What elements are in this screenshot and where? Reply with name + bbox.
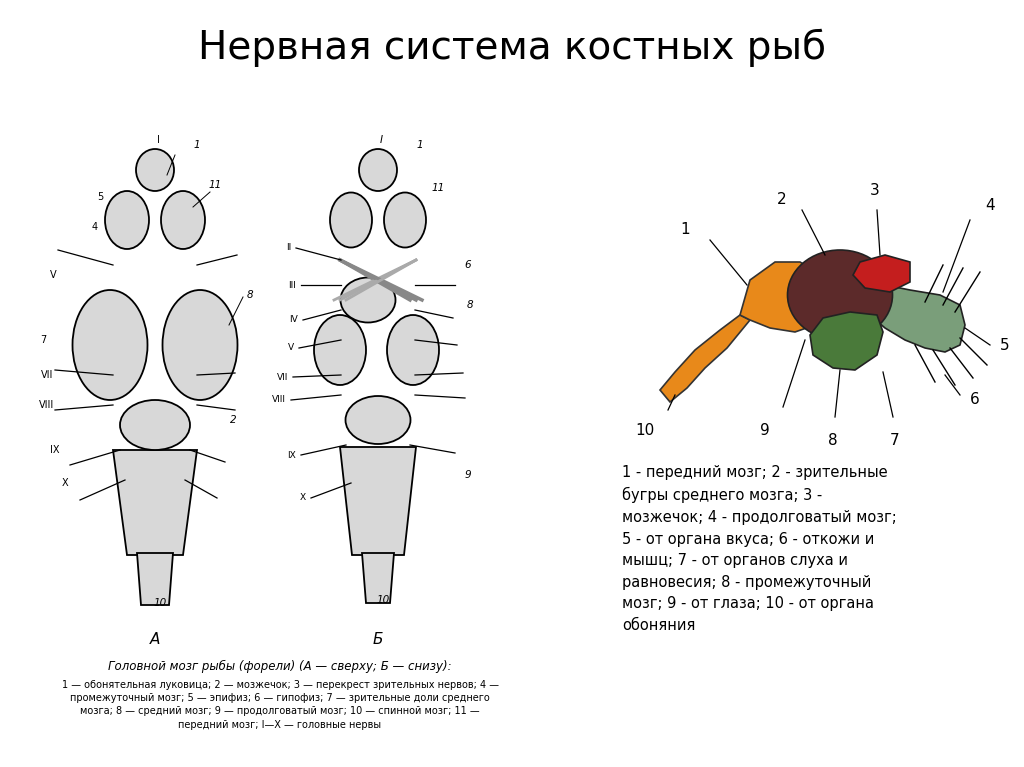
Ellipse shape	[314, 315, 366, 385]
Text: X: X	[300, 493, 306, 502]
Text: V: V	[50, 270, 56, 280]
Text: Б: Б	[373, 633, 383, 647]
Ellipse shape	[105, 191, 150, 249]
Text: 7: 7	[40, 335, 46, 345]
Text: 2: 2	[777, 193, 787, 208]
Ellipse shape	[341, 278, 395, 322]
Polygon shape	[137, 553, 173, 605]
Polygon shape	[340, 447, 416, 555]
Text: А: А	[150, 633, 160, 647]
Ellipse shape	[387, 315, 439, 385]
Text: X: X	[61, 478, 69, 488]
Text: Головной мозг рыбы (форели) (А — сверху; Б — снизу):: Головной мозг рыбы (форели) (А — сверху;…	[109, 660, 452, 673]
Text: VIII: VIII	[39, 400, 54, 410]
Text: 2: 2	[229, 415, 237, 425]
Polygon shape	[853, 255, 910, 292]
Text: I: I	[157, 135, 160, 145]
Text: 3: 3	[870, 183, 880, 198]
Text: 9: 9	[465, 470, 471, 480]
Text: 10: 10	[635, 423, 654, 438]
Ellipse shape	[136, 149, 174, 191]
Text: III: III	[288, 281, 296, 289]
Text: 10: 10	[377, 595, 389, 605]
Polygon shape	[740, 262, 827, 332]
Text: 5: 5	[1000, 337, 1010, 353]
Text: VII: VII	[276, 373, 288, 381]
Ellipse shape	[120, 400, 190, 450]
Text: 1: 1	[194, 140, 201, 150]
Ellipse shape	[163, 290, 238, 400]
Polygon shape	[362, 553, 394, 603]
Text: 4: 4	[985, 197, 994, 212]
Text: V: V	[288, 344, 294, 353]
Text: 7: 7	[890, 433, 900, 448]
Text: 6: 6	[970, 393, 980, 407]
Ellipse shape	[73, 290, 147, 400]
Text: VII: VII	[41, 370, 53, 380]
Text: 8: 8	[828, 433, 838, 448]
Text: 1: 1	[680, 222, 690, 238]
Text: 1: 1	[417, 140, 423, 150]
Ellipse shape	[161, 191, 205, 249]
Polygon shape	[660, 315, 750, 402]
Ellipse shape	[345, 396, 411, 444]
Polygon shape	[810, 312, 883, 370]
Text: VIII: VIII	[272, 396, 286, 404]
Text: 8: 8	[247, 290, 253, 300]
Ellipse shape	[359, 149, 397, 191]
Ellipse shape	[384, 193, 426, 248]
Text: 11: 11	[431, 183, 444, 193]
Text: 1 — обонятельная луковица; 2 — мозжечок; 3 — перекрест зрительных нервов; 4 —
пр: 1 — обонятельная луковица; 2 — мозжечок;…	[61, 680, 499, 729]
Text: IV: IV	[289, 315, 298, 324]
Text: IX: IX	[50, 445, 59, 455]
Polygon shape	[113, 450, 197, 555]
Text: 8: 8	[467, 300, 473, 310]
Text: 9: 9	[760, 423, 770, 438]
Polygon shape	[870, 285, 965, 352]
Text: 11: 11	[208, 180, 221, 190]
Text: 1 - передний мозг; 2 - зрительные
бугры среднего мозга; 3 -
мозжечок; 4 - продол: 1 - передний мозг; 2 - зрительные бугры …	[622, 465, 897, 633]
Text: I: I	[380, 135, 383, 145]
Text: Нервная система костных рыб: Нервная система костных рыб	[198, 29, 826, 67]
Text: 5: 5	[97, 192, 103, 202]
Text: II: II	[286, 243, 291, 252]
Text: 6: 6	[465, 260, 471, 270]
Text: 10: 10	[154, 598, 167, 608]
Text: 4: 4	[92, 222, 98, 232]
Ellipse shape	[330, 193, 372, 248]
Text: IX: IX	[288, 450, 296, 459]
Ellipse shape	[787, 250, 893, 340]
